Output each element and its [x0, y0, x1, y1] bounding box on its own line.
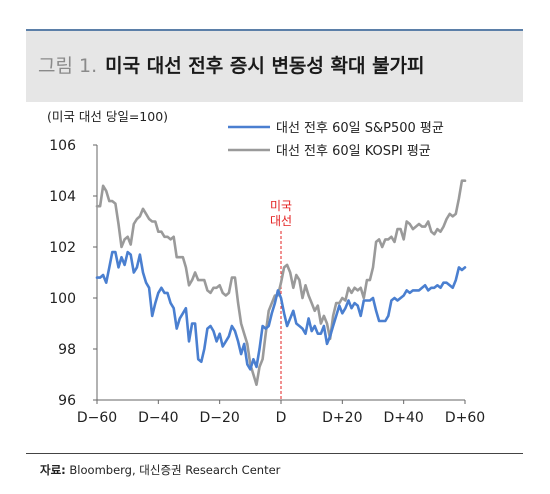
- election-day-label: 미국: [270, 199, 292, 213]
- series-line-1: [95, 179, 467, 386]
- y-tick-label: 106: [49, 138, 76, 154]
- y-tick-label: 100: [49, 291, 76, 307]
- bottom-rule: [26, 453, 523, 454]
- y-tick-label: 104: [49, 189, 76, 205]
- source-text: Bloomberg, 대신증권 Research Center: [69, 463, 281, 477]
- x-tick-label: D+20: [322, 410, 362, 426]
- source-note: 자료: Bloomberg, 대신증권 Research Center: [40, 462, 280, 478]
- title-band: [26, 31, 523, 102]
- x-tick-label: D: [276, 410, 287, 426]
- chart-title: 그림 1. 미국 대선 전후 증시 변동성 확대 불가피: [38, 55, 425, 77]
- y-tick-label: 98: [58, 342, 76, 358]
- y-tick-label: 102: [49, 240, 76, 256]
- top-rule: [26, 29, 523, 31]
- x-tick-label: D−20: [200, 410, 240, 426]
- figure-label: 그림 1.: [38, 55, 98, 77]
- series-lines: [95, 179, 467, 386]
- title-text: 미국 대선 전후 증시 변동성 확대 불가피: [105, 55, 425, 77]
- x-tick-label: D+40: [384, 410, 424, 426]
- y-tick-label: 96: [58, 393, 76, 409]
- legend-label: 대선 전후 60일 KOSPI 평균: [276, 144, 431, 159]
- election-day-label: 대선: [270, 214, 292, 228]
- x-tick-label: D−60: [77, 410, 117, 426]
- source-label: 자료:: [40, 463, 66, 477]
- series-line-0: [95, 250, 467, 371]
- legend-label: 대선 전후 60일 S&P500 평균: [276, 121, 444, 136]
- y-axis-unit-label: (미국 대선 당일=100): [47, 109, 168, 124]
- axes: 96 98 100 102 104 106 D−60 D−40 D−20 D D+20 D+40 D+6…: [49, 138, 485, 426]
- x-tick-label: D+60: [445, 410, 485, 426]
- x-tick-label: D−40: [138, 410, 178, 426]
